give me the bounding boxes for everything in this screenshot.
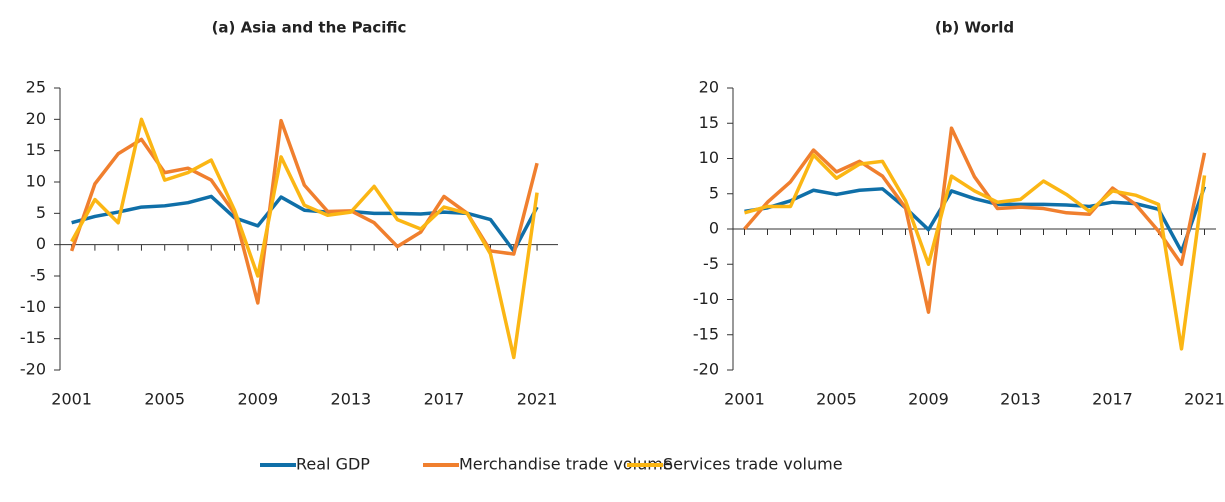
y-tick-label: -5 [30,266,46,285]
x-tick-label: 2021 [1184,390,1225,409]
x-tick-label: 2017 [424,390,465,409]
y-tick-label: 25 [26,78,46,97]
y-tick-label: 10 [26,172,46,191]
series-line [743,126,1207,314]
y-tick-label: 5 [36,203,46,222]
y-tick-label: 20 [26,109,46,128]
y-tick-label: 0 [709,219,719,238]
x-tick-label: 2009 [237,390,278,409]
y-tick-label: 15 [699,113,719,132]
x-tick-label: 2021 [517,390,558,409]
y-tick-label: 10 [699,148,719,167]
x-tick-label: 2001 [724,390,765,409]
x-tick-label: 2005 [144,390,185,409]
series-line [70,117,539,360]
y-tick-label: 0 [36,234,46,253]
chart-title: (a) Asia and the Pacific [212,19,407,37]
x-tick-label: 2013 [331,390,372,409]
series-line [744,186,1207,254]
y-tick-label: 15 [26,140,46,159]
series-line [69,118,539,305]
x-tick-label: 2013 [1000,390,1041,409]
y-tick-label: 20 [699,78,719,97]
legend-label: Services trade volume [663,455,843,474]
y-tick-label: -5 [703,254,719,273]
y-tick-label: -10 [20,297,46,316]
y-tick-label: -15 [20,328,46,347]
legend-label: Real GDP [296,455,370,474]
x-tick-label: 2017 [1092,390,1133,409]
legend-label: Merchandise trade volume [459,455,673,474]
chart-title: (b) World [935,19,1014,37]
x-tick-label: 2005 [816,390,857,409]
y-tick-label: -15 [693,324,719,343]
y-tick-label: -10 [693,289,719,308]
series-line [744,153,1207,351]
x-tick-label: 2009 [908,390,949,409]
y-tick-label: -20 [693,360,719,379]
y-tick-label: 5 [709,183,719,202]
y-tick-label: -20 [20,360,46,379]
x-tick-label: 2001 [51,390,92,409]
